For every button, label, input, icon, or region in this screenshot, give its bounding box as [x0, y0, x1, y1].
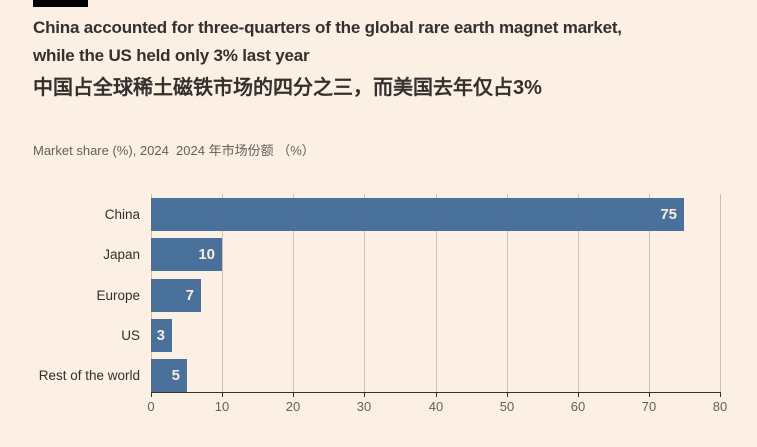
x-tick-label-30: 30: [356, 399, 372, 414]
gridline-10: [222, 194, 223, 392]
gridline-50: [507, 194, 508, 392]
gridline-60: [578, 194, 579, 392]
x-axis-tick-0: [151, 393, 152, 397]
x-tick-label-10: 10: [214, 399, 230, 414]
value-label-europe: 7: [185, 287, 194, 304]
x-tick-label-40: 40: [428, 399, 444, 414]
category-label-china: China: [104, 207, 140, 222]
bar-europe: 7: [151, 279, 201, 312]
x-axis-tick-70: [649, 393, 650, 397]
category-label-us: US: [121, 328, 140, 343]
gridline-0: [151, 194, 152, 392]
value-label-us: 3: [156, 327, 165, 344]
headline-en-line2: while the US held only 3% last year: [33, 46, 310, 65]
gridline-40: [436, 194, 437, 392]
value-label-japan: 10: [198, 246, 215, 263]
x-axis-tick-30: [364, 393, 365, 397]
bar-china: 75: [151, 198, 684, 231]
gridline-20: [293, 194, 294, 392]
category-label-europe: Europe: [96, 288, 140, 303]
x-tick-label-60: 60: [570, 399, 586, 414]
x-tick-label-80: 80: [712, 399, 728, 414]
category-label-rest-of-the-world: Rest of the world: [38, 368, 140, 383]
value-label-china: 75: [660, 206, 677, 223]
x-tick-label-20: 20: [285, 399, 301, 414]
bar-rest-of-the-world: 5: [151, 359, 187, 392]
x-tick-label-50: 50: [499, 399, 515, 414]
x-axis-line: [151, 392, 721, 393]
x-tick-label-0: 0: [147, 399, 155, 414]
x-axis-tick-40: [436, 393, 437, 397]
bar-japan: 10: [151, 238, 222, 271]
chart-subtitle: Market share (%), 2024 2024 年市场份额 （%）: [33, 143, 315, 158]
x-axis-tick-20: [293, 393, 294, 397]
x-axis-tick-50: [507, 393, 508, 397]
accent-bar: [33, 0, 88, 7]
x-axis-tick-60: [578, 393, 579, 397]
gridline-80: [720, 194, 721, 392]
value-label-rest-of-the-world: 5: [171, 367, 180, 384]
category-label-japan: Japan: [103, 247, 140, 262]
headline-zh: 中国占全球稀土磁铁市场的四分之三，而美国去年仅占3%: [33, 77, 542, 99]
gridline-30: [364, 194, 365, 392]
headline-en: China accounted for three-quarters of th…: [33, 14, 743, 70]
gridline-70: [649, 194, 650, 392]
x-tick-label-70: 70: [641, 399, 657, 414]
x-axis-tick-10: [222, 393, 223, 397]
x-axis-tick-80: [720, 393, 721, 397]
bar-us: 3: [151, 319, 172, 352]
headline-en-line1: China accounted for three-quarters of th…: [33, 18, 622, 37]
